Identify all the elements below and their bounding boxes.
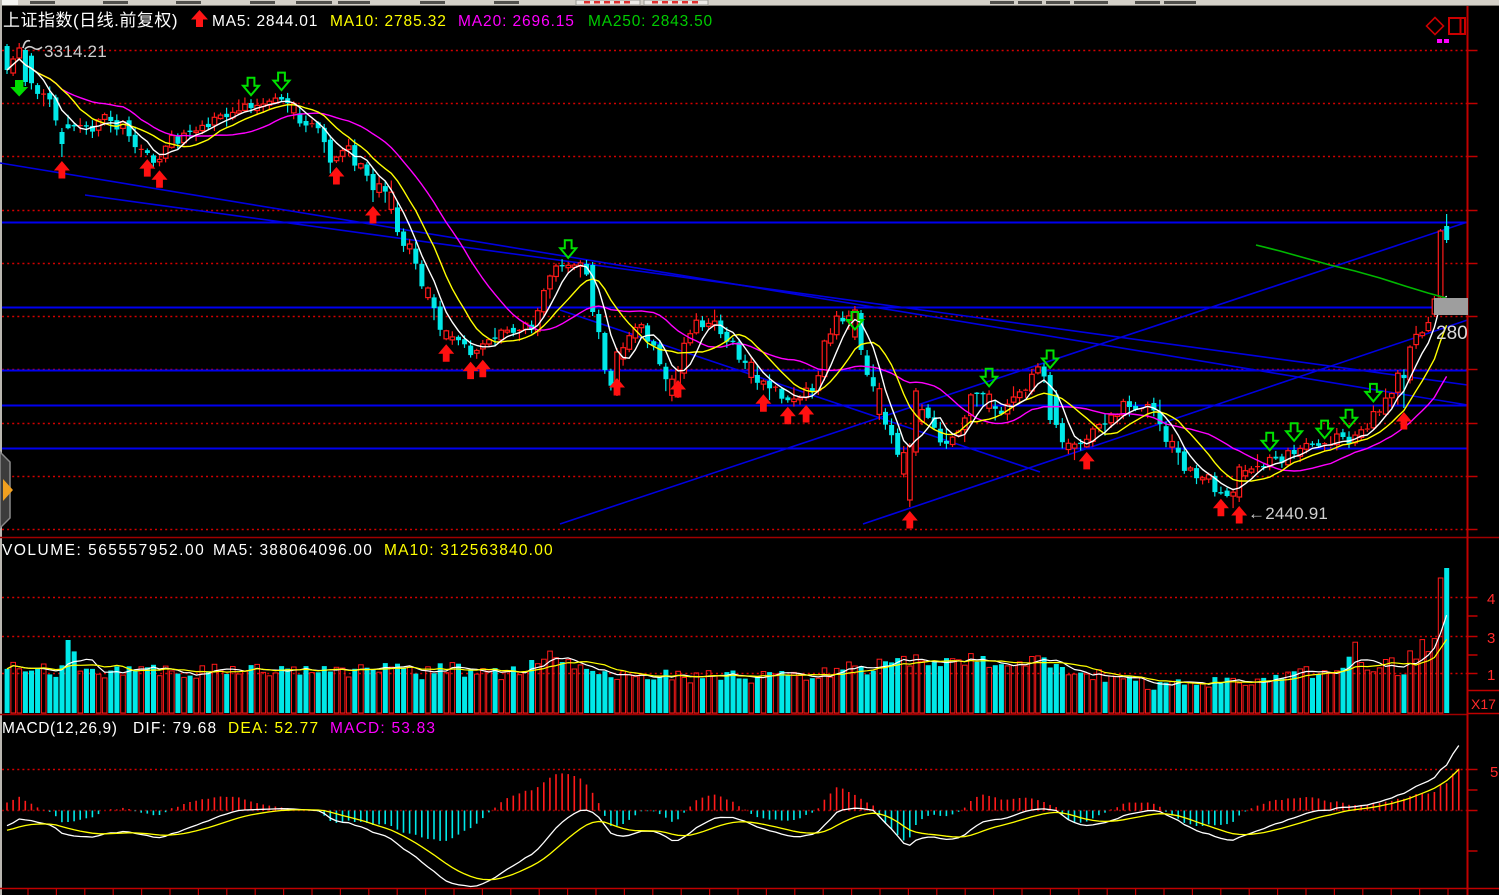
svg-text:3314.21: 3314.21 xyxy=(44,42,107,61)
svg-text:MA10: 312563840.00: MA10: 312563840.00 xyxy=(384,542,554,559)
svg-text:上证指数(日线.前复权): 上证指数(日线.前复权) xyxy=(3,11,178,30)
svg-text:VOLUME: 565557952.00: VOLUME: 565557952.00 xyxy=(2,542,205,559)
svg-text:4: 4 xyxy=(1487,591,1495,608)
svg-text:MA20: 2696.15: MA20: 2696.15 xyxy=(458,13,575,30)
svg-text:←2440.91: ←2440.91 xyxy=(1248,504,1328,523)
svg-text:1: 1 xyxy=(1487,667,1495,684)
svg-text:MA5: 388064096.00: MA5: 388064096.00 xyxy=(213,542,373,559)
svg-text:MA10: 2785.32: MA10: 2785.32 xyxy=(330,13,447,30)
svg-text:MA5: 2844.01: MA5: 2844.01 xyxy=(212,13,318,30)
svg-text:MACD: 53.83: MACD: 53.83 xyxy=(330,720,436,737)
svg-text:MA250: 2843.50: MA250: 2843.50 xyxy=(588,13,713,30)
svg-text:DEA: 52.77: DEA: 52.77 xyxy=(228,720,319,737)
svg-text:5: 5 xyxy=(1490,764,1498,781)
svg-text:3: 3 xyxy=(1487,630,1495,647)
svg-text:DIF: 79.68: DIF: 79.68 xyxy=(133,720,217,737)
svg-text:MACD(12,26,9): MACD(12,26,9) xyxy=(2,720,117,737)
svg-text:280: 280 xyxy=(1436,323,1468,344)
svg-text:X17: X17 xyxy=(1471,696,1496,712)
